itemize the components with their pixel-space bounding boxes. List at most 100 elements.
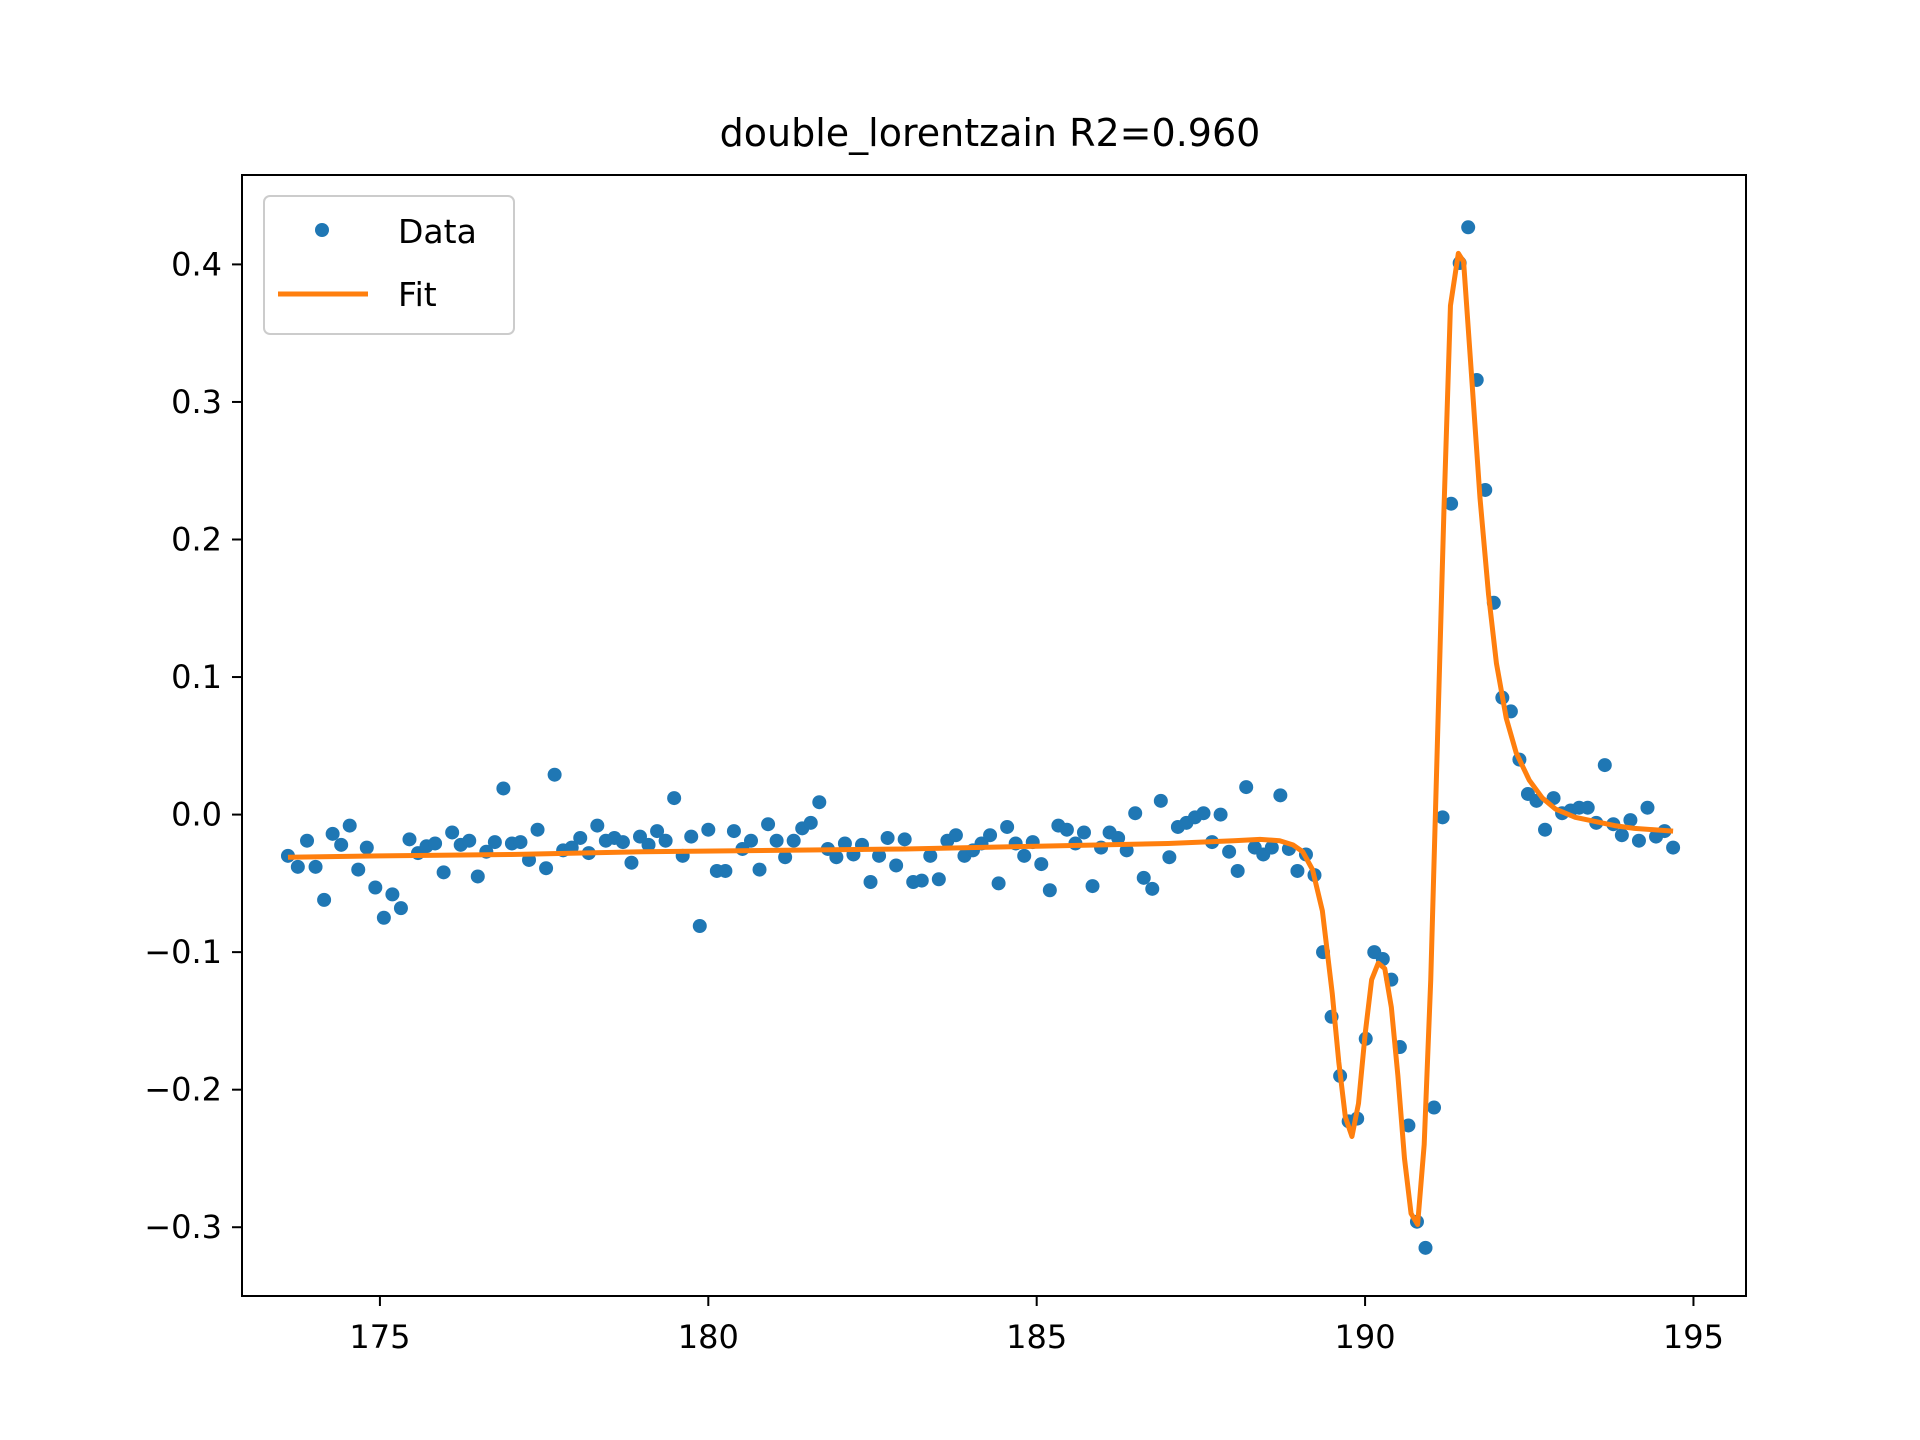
legend: Data Fit: [263, 195, 515, 335]
data-point: [1076, 825, 1091, 840]
data-point: [1017, 848, 1032, 863]
data-point: [726, 824, 741, 839]
data-point: [308, 859, 323, 874]
data-point: [1435, 810, 1450, 825]
data-point: [539, 861, 554, 876]
data-point: [1222, 844, 1237, 859]
plot-area: [280, 220, 1681, 1255]
data-point: [290, 859, 305, 874]
data-point: [351, 862, 366, 877]
data-point: [1631, 833, 1646, 848]
data-point: [470, 869, 485, 884]
data-point: [889, 858, 904, 873]
data-point: [334, 837, 349, 852]
data-point: [991, 876, 1006, 891]
data-point: [923, 848, 938, 863]
data-point: [1239, 780, 1254, 795]
data-point: [1000, 819, 1015, 834]
data-point: [368, 880, 383, 895]
data-point: [812, 795, 827, 810]
data-point: [1580, 800, 1595, 815]
data-point: [1128, 806, 1143, 821]
data-point: [658, 833, 673, 848]
data-point: [547, 767, 562, 782]
y-tick-label: 0.0: [171, 796, 222, 834]
y-tick-label: −0.1: [144, 933, 222, 971]
data-point: [1034, 857, 1049, 872]
data-point: [667, 791, 682, 806]
data-point: [1059, 822, 1074, 837]
axes-frame: [241, 174, 1747, 1297]
data-point: [829, 850, 844, 865]
data-point: [1640, 800, 1655, 815]
data-point: [786, 833, 801, 848]
data-point: [761, 817, 776, 832]
data-point: [1427, 1100, 1442, 1115]
data-point: [496, 781, 511, 796]
y-tick-label: −0.3: [144, 1208, 222, 1246]
data-point: [769, 833, 784, 848]
data-point: [1461, 220, 1476, 235]
data-point: [487, 835, 502, 850]
data-point: [428, 836, 443, 851]
data-point: [1264, 840, 1279, 855]
data-point: [837, 836, 852, 851]
y-tick-label: 0.3: [171, 383, 222, 421]
data-point: [1538, 822, 1553, 837]
data-point: [342, 818, 357, 833]
x-tick-label: 180: [678, 1318, 739, 1356]
data-point: [1136, 870, 1151, 885]
data-point: [1290, 863, 1305, 878]
chart-title: double_lorentzain R2=0.960: [720, 111, 1261, 155]
data-point: [744, 833, 758, 848]
data-point: [1597, 758, 1612, 773]
data-point: [1162, 850, 1177, 865]
data-point: [863, 874, 878, 889]
data-point: [300, 833, 315, 848]
data-point: [1196, 806, 1211, 821]
data-point: [376, 910, 391, 925]
data-point: [1401, 1118, 1416, 1133]
data-point: [872, 848, 887, 863]
data-point: [317, 892, 332, 907]
data-point: [573, 830, 588, 845]
data-point: [1623, 813, 1638, 828]
x-tick-label: 175: [349, 1318, 410, 1356]
data-point: [684, 829, 699, 844]
data-point: [1145, 881, 1160, 896]
data-point: [1042, 883, 1057, 898]
y-tick-label: 0.4: [171, 245, 222, 283]
data-point: [1153, 793, 1168, 808]
data-point: [1444, 496, 1459, 511]
data-point: [590, 818, 605, 833]
data-point: [1213, 807, 1228, 822]
data-point: [359, 840, 374, 855]
data-point: [983, 828, 998, 843]
data-point: [1111, 830, 1126, 845]
data-point: [393, 901, 408, 916]
y-tick-label: 0.2: [171, 520, 222, 558]
x-tick-label: 185: [1006, 1318, 1067, 1356]
data-point: [650, 824, 665, 839]
data-point: [402, 832, 417, 847]
data-point: [1273, 788, 1288, 803]
legend-label-fit: Fit: [398, 275, 437, 314]
data-point: [436, 865, 451, 880]
data-point: [701, 822, 716, 837]
data-point: [1085, 879, 1100, 894]
data-point: [931, 872, 946, 887]
data-point: [325, 826, 340, 841]
data-point: [752, 862, 767, 877]
data-point: [1230, 863, 1245, 878]
data-point: [914, 873, 929, 888]
data-point: [462, 833, 477, 848]
y-tick-label: −0.2: [144, 1071, 222, 1109]
data-point: [615, 835, 630, 850]
legend-label-data: Data: [398, 212, 477, 251]
y-tick-label: 0.1: [171, 658, 222, 696]
data-point: [1418, 1240, 1433, 1255]
data-point: [803, 815, 818, 830]
legend-data-marker: [315, 223, 329, 237]
data-point: [1614, 828, 1629, 843]
